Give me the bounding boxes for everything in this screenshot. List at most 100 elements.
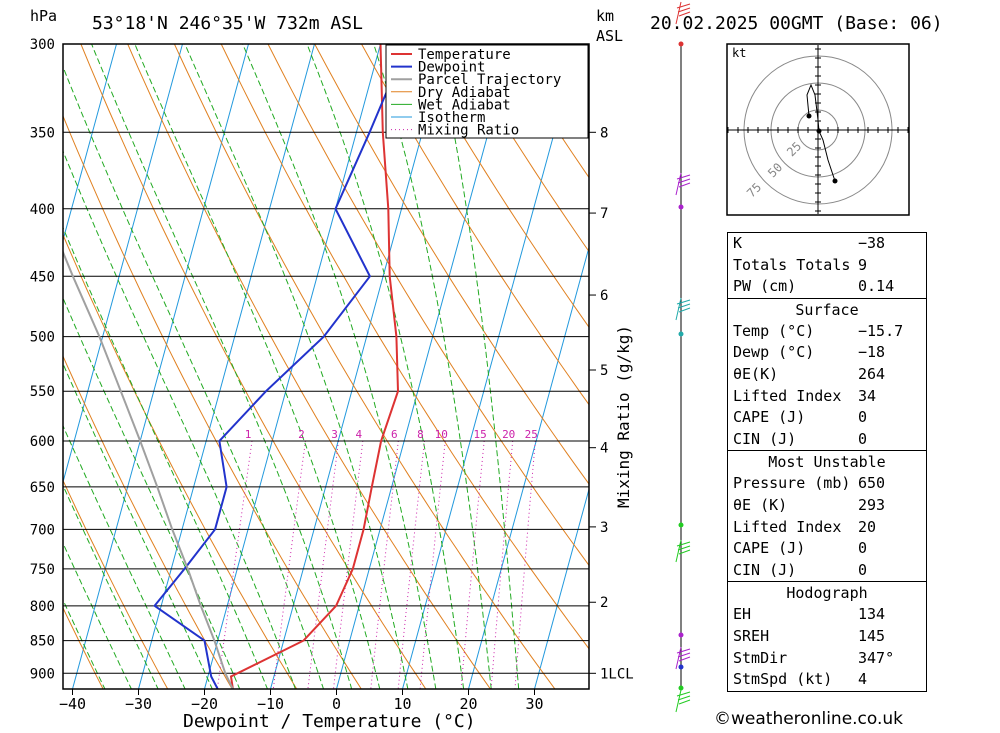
mixing-ratio-line (216, 440, 253, 689)
wet-adiabat-line (63, 362, 213, 689)
dry-adiabat-line (63, 233, 298, 689)
wet-adiabat-line (63, 65, 325, 689)
most-unstable-title: Most Unstable (768, 453, 886, 472)
pressure-tick-label: 900 (30, 666, 55, 682)
hodograph-point (806, 113, 812, 119)
isotherm-line (402, 44, 579, 689)
index-value: 0 (858, 560, 868, 579)
index-value: 34 (858, 386, 877, 405)
index-label: EH (733, 605, 752, 624)
index-label: CIN (J) (733, 429, 797, 448)
isotherm-line (534, 487, 589, 689)
index-value: 0 (858, 429, 868, 448)
index-label: CAPE (J) (733, 408, 806, 427)
pressure-tick-label: 300 (30, 37, 55, 53)
mixing-ratio-label: 25 (525, 428, 538, 441)
indices-panel: K −38 Totals Totals 9 PW (cm) 0.14 Surface Te… (727, 232, 927, 692)
forecast-datetime: 20.02.2025 00GMT (Base: 06) (650, 13, 943, 34)
legend-entry: Temperature (418, 47, 511, 63)
km-tick-label: 8 (600, 125, 608, 141)
mixing-ratio-label: 6 (391, 428, 398, 441)
legend-entry: Wet Adiabat (418, 97, 511, 113)
pressure-tick-label: 800 (30, 599, 55, 615)
index-value: 145 (858, 626, 886, 645)
index-row: CAPE (J) 0 (728, 538, 926, 560)
mixing-ratio-line (333, 440, 364, 689)
pressure-tick-label: 650 (30, 480, 55, 496)
pressure-tick-label: 450 (30, 269, 55, 285)
index-label: SREH (733, 626, 770, 645)
km-tick-label: 2 (600, 595, 608, 611)
pressure-tick-label: 850 (30, 634, 55, 650)
mixing-ratio-line (514, 440, 536, 689)
index-label: Dewp (°C) (733, 343, 815, 362)
index-label: CAPE (J) (733, 539, 806, 558)
hodograph-point (816, 128, 822, 134)
x-tick-label: −40 (59, 695, 86, 713)
index-label: Lifted Index (733, 517, 842, 536)
pressure-tick-label: 350 (30, 125, 55, 141)
dry-adiabat-line (63, 354, 233, 689)
isotherm-line (72, 44, 249, 689)
hodograph-trace (806, 83, 836, 182)
isotherm-line (63, 44, 183, 484)
x-tick-label: −10 (257, 695, 284, 713)
mixing-ratio-label: 3 (331, 428, 338, 441)
mixing-ratio-line (272, 440, 306, 689)
km-tick-label: 7 (600, 206, 608, 222)
wind-barb (675, 689, 691, 713)
wet-adiabat-line (63, 424, 186, 689)
index-row: Pressure (mb) 650 (728, 473, 926, 495)
mixing-ratio-label: 1 (245, 428, 252, 441)
index-value: 650 (858, 474, 886, 493)
mixing-ratio-label: 20 (502, 428, 515, 441)
wet-adiabat-line (63, 598, 106, 689)
pressure-tick-label: 400 (30, 202, 55, 218)
index-value: 4 (858, 670, 868, 689)
index-row: Lifted Index 20 (728, 517, 926, 539)
index-value: −18 (858, 343, 886, 362)
index-row: K −38 (728, 233, 926, 255)
wet-adiabat-line (63, 149, 296, 689)
index-row: SREH 145 (728, 626, 926, 648)
hodograph-point (832, 178, 838, 184)
index-value: 0 (858, 539, 868, 558)
index-value: −38 (858, 234, 886, 252)
pressure-tick-label: 750 (30, 562, 55, 578)
legend-entry: Parcel Trajectory (418, 72, 561, 88)
legend-entry: Dewpoint (418, 60, 485, 76)
wet-adiabat-line (436, 44, 520, 689)
index-row: Totals Totals 9 (728, 255, 926, 277)
index-label: θE(K) (733, 364, 779, 383)
index-value: 9 (858, 255, 868, 274)
index-value: 134 (858, 605, 886, 624)
index-label: K (733, 234, 743, 252)
dry-adiabat-line (454, 44, 589, 253)
index-row: Lifted Index 34 (728, 386, 926, 408)
pressure-tick-label: 700 (30, 522, 55, 538)
legend-entry: Dry Adiabat (418, 85, 511, 101)
index-row: Dewp (°C) −18 (728, 342, 926, 364)
x-tick-label: 20 (459, 695, 477, 713)
index-value: 293 (858, 495, 886, 514)
wind-barb (675, 539, 691, 563)
mixing-ratio-label: 4 (356, 428, 363, 441)
index-label: Lifted Index (733, 386, 842, 405)
index-value: 20 (858, 517, 877, 536)
indices-top: K −38 Totals Totals 9 PW (cm) 0.14 (727, 232, 927, 299)
dry-adiabat-line (361, 44, 589, 406)
mixing-ratio-label: 10 (435, 428, 448, 441)
x-tick-label: 0 (332, 695, 341, 713)
wet-adiabat-line (184, 44, 409, 689)
index-row: CAPE (J) 0 (728, 407, 926, 429)
wind-level-marker (678, 331, 684, 337)
surface-title: Surface (795, 300, 859, 319)
hodograph-title: Hodograph (786, 584, 868, 603)
mixing-ratio-label: 8 (417, 428, 424, 441)
dry-adiabat-line (63, 479, 169, 689)
wind-level-marker (678, 204, 684, 210)
km-unit: km (596, 7, 614, 25)
index-value: −15.7 (858, 321, 904, 340)
